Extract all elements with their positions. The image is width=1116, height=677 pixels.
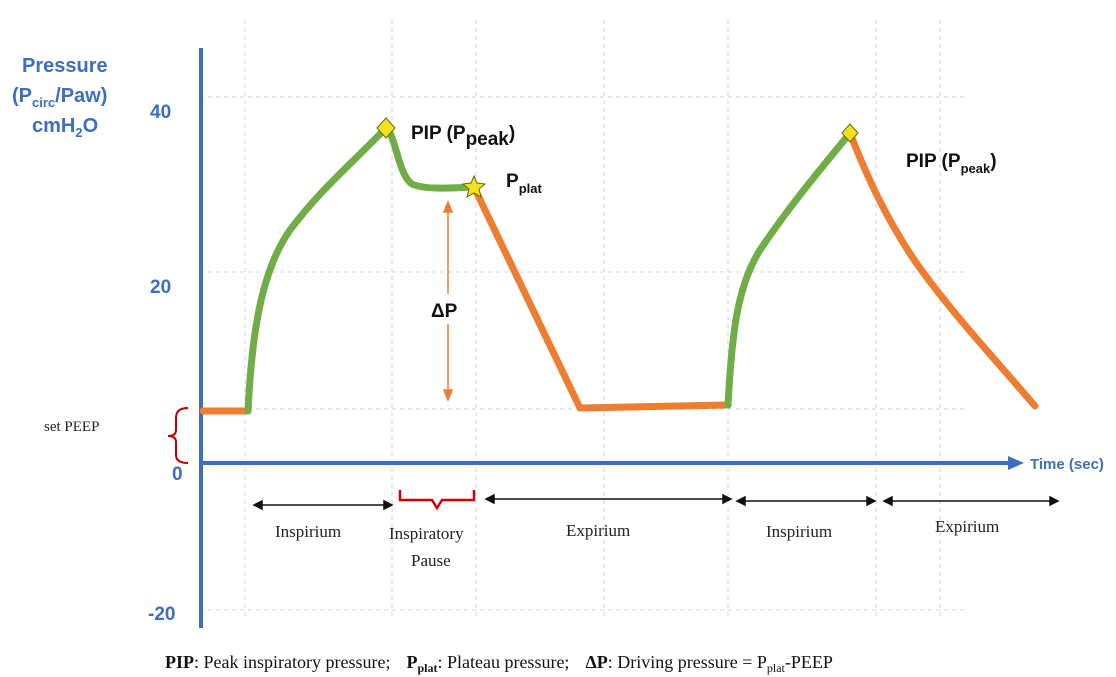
set-peep-label: set PEEP: [44, 419, 99, 435]
y-tick-label: -20: [148, 604, 175, 625]
pip-marker-2: [841, 123, 859, 143]
vertical-gridlines: [244, 20, 941, 620]
phase-label-pause-line2: Pause: [411, 551, 451, 570]
expiration-baseline: [576, 401, 732, 412]
inspiration-rise-1: [244, 124, 390, 415]
y-axis-title-line1: Pressure: [22, 55, 108, 77]
pip-marker-1: [376, 117, 396, 139]
expiration-fall-2: [846, 129, 1039, 410]
delta-p-label: ΔP: [431, 301, 458, 322]
x-axis-arrowhead: [1008, 456, 1024, 470]
phase-label-inspirium-1: Inspirium: [275, 522, 341, 541]
pplat-marker: [461, 174, 487, 199]
expiration-fall-1: [470, 183, 584, 412]
phase-arrows: [252, 493, 1060, 511]
y-tick-label: 40: [150, 102, 171, 123]
pip-label-2: PIP (Ppeak): [906, 151, 997, 176]
y-axis-title-line3: cmH2O: [32, 115, 98, 140]
pause-bracket: [398, 490, 476, 511]
phase-label-pause-line1: Inspiratory: [389, 524, 464, 543]
inspiratory-pause-drop: [382, 124, 478, 192]
y-tick-label: 0: [172, 464, 183, 485]
inspiration-rise-2: [724, 129, 854, 409]
phase-label-inspirium-2: Inspirium: [766, 522, 832, 541]
delta-p-label-bg: [428, 294, 468, 324]
x-axis-title: Time (sec): [1030, 456, 1104, 473]
footer-legend: PIP: Peak inspiratory pressure; Pplat: Pl…: [165, 652, 833, 675]
phase-label-expirium-2: Expirium: [935, 517, 999, 536]
pressure-waveform: [199, 124, 1039, 415]
phase-label-expirium-1: Expirium: [566, 521, 630, 540]
y-tick-label: 20: [150, 277, 171, 298]
peep-brace: [167, 407, 189, 464]
pplat-label: Pplat: [506, 171, 542, 196]
y-axis-title-line2: (Pcirc/Paw): [12, 85, 107, 110]
pip-label-1: PIP (Ppeak): [411, 123, 515, 150]
